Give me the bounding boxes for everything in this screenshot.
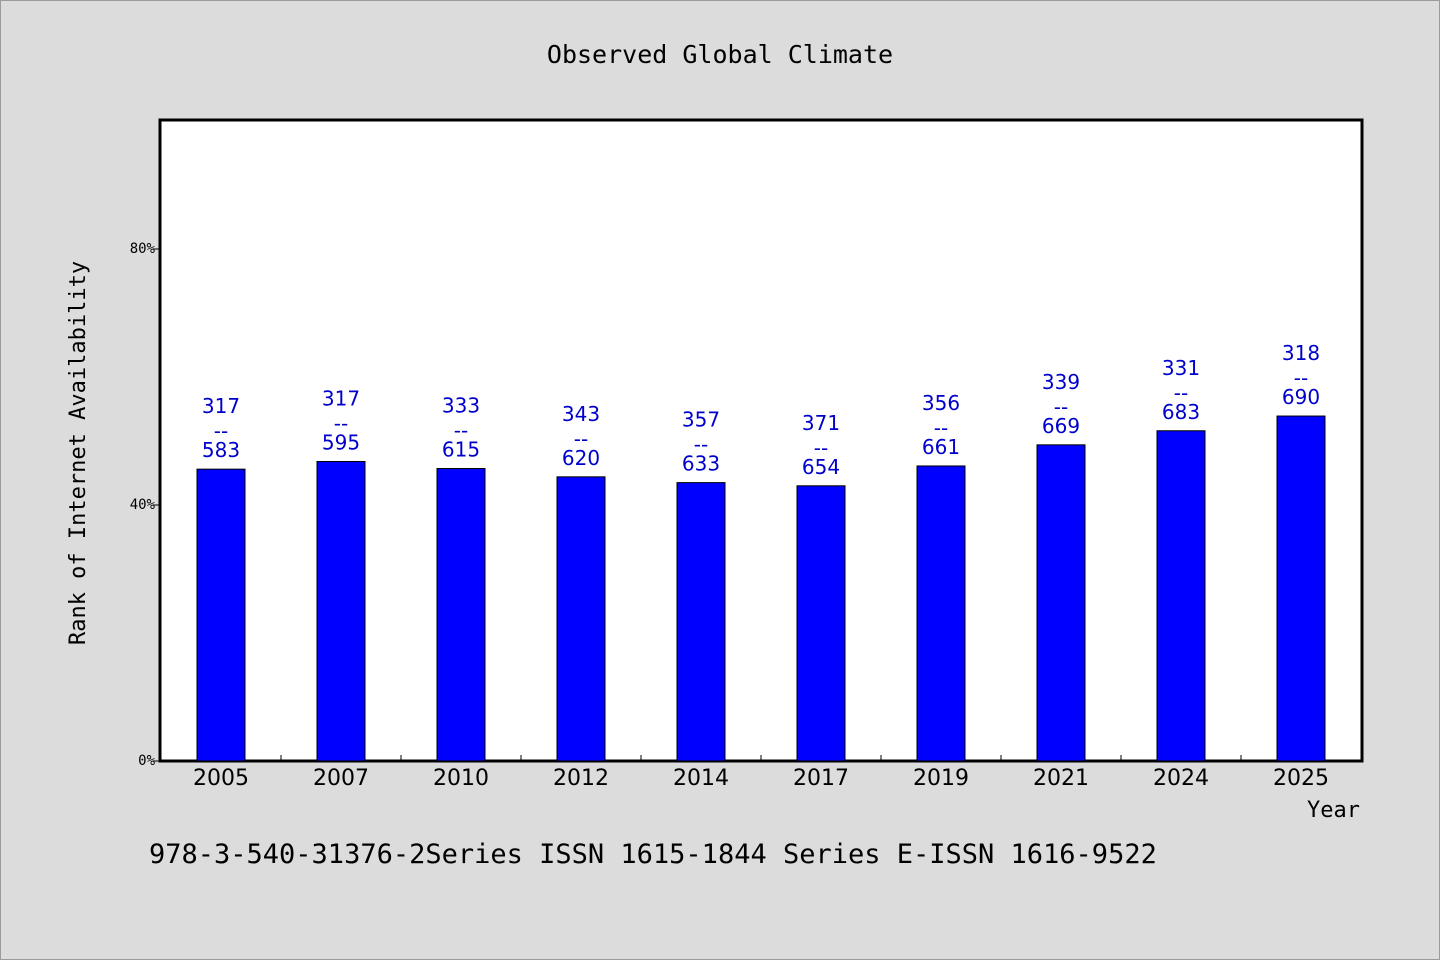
bar <box>796 485 846 762</box>
bar <box>1036 444 1086 762</box>
data-label-bottom: 669 <box>1042 414 1080 438</box>
x-tick-label: 2012 <box>553 766 609 791</box>
data-label-bottom: 615 <box>442 438 480 462</box>
data-label-separator: -- <box>334 411 348 435</box>
data-label-separator: -- <box>1294 366 1308 390</box>
data-label-top: 356 <box>922 391 960 415</box>
x-tick-label: 2014 <box>673 766 729 791</box>
data-label-separator: -- <box>574 427 588 451</box>
y-tick-label: 80% <box>130 241 156 257</box>
bars <box>196 415 1326 762</box>
x-tick-label: 2021 <box>1033 766 1089 791</box>
data-label-top: 343 <box>562 402 600 426</box>
data-label-separator: -- <box>1054 395 1068 419</box>
x-tick-label: 2019 <box>913 766 969 791</box>
axis-ticks: 0% 40% 80% 2005 2007 2010 2012 2014 2017 2019 2021… <box>130 241 1329 791</box>
data-label-separator: -- <box>1174 381 1188 405</box>
data-label-separator: -- <box>694 433 708 457</box>
data-label-separator: -- <box>934 416 948 440</box>
data-label-top: 317 <box>202 394 240 418</box>
y-tick-label: 0% <box>138 753 155 769</box>
bar <box>316 460 366 762</box>
data-label-bottom: 583 <box>202 438 240 462</box>
x-tick-label: 2010 <box>433 766 489 791</box>
x-tick-label: 2005 <box>193 766 249 791</box>
data-label-bottom: 690 <box>1282 385 1320 409</box>
data-label-top: 333 <box>442 394 480 418</box>
data-label-bottom: 661 <box>922 435 960 459</box>
x-axis-label: Year <box>1307 798 1360 823</box>
data-label-top: 357 <box>682 408 720 432</box>
data-label-separator: -- <box>814 436 828 460</box>
x-tick-label: 2025 <box>1273 766 1329 791</box>
data-label-separator: -- <box>214 419 228 443</box>
data-label-top: 331 <box>1162 356 1200 380</box>
footer-isbn-text: 978-3-540-31376-2Series ISSN 1615-1844 S… <box>149 839 1157 870</box>
bar <box>916 465 966 762</box>
data-labels: 583--317595--317615--333620--343633--357… <box>202 341 1320 479</box>
data-label-bottom: 683 <box>1162 400 1200 424</box>
x-tick-label: 2007 <box>313 766 369 791</box>
data-label-separator: -- <box>454 419 468 443</box>
bar <box>1156 430 1206 762</box>
y-tick-label: 40% <box>130 497 156 513</box>
data-label-top: 339 <box>1042 370 1080 394</box>
bar <box>436 468 486 762</box>
data-label-top: 317 <box>322 386 360 410</box>
x-tick-label: 2024 <box>1153 766 1209 791</box>
x-tick-label: 2017 <box>793 766 849 791</box>
bar <box>676 482 726 762</box>
bar <box>1276 415 1326 762</box>
data-label-bottom: 633 <box>682 452 720 476</box>
bar <box>556 476 606 762</box>
data-label-bottom: 620 <box>562 446 600 470</box>
y-axis-label: Rank of Internet Availability <box>66 261 91 645</box>
data-label-top: 371 <box>802 411 840 435</box>
data-label-bottom: 654 <box>802 455 840 479</box>
data-label-bottom: 595 <box>322 430 360 454</box>
chart-title: Observed Global Climate <box>547 40 893 69</box>
data-label-top: 318 <box>1282 341 1320 365</box>
bar <box>196 468 246 762</box>
